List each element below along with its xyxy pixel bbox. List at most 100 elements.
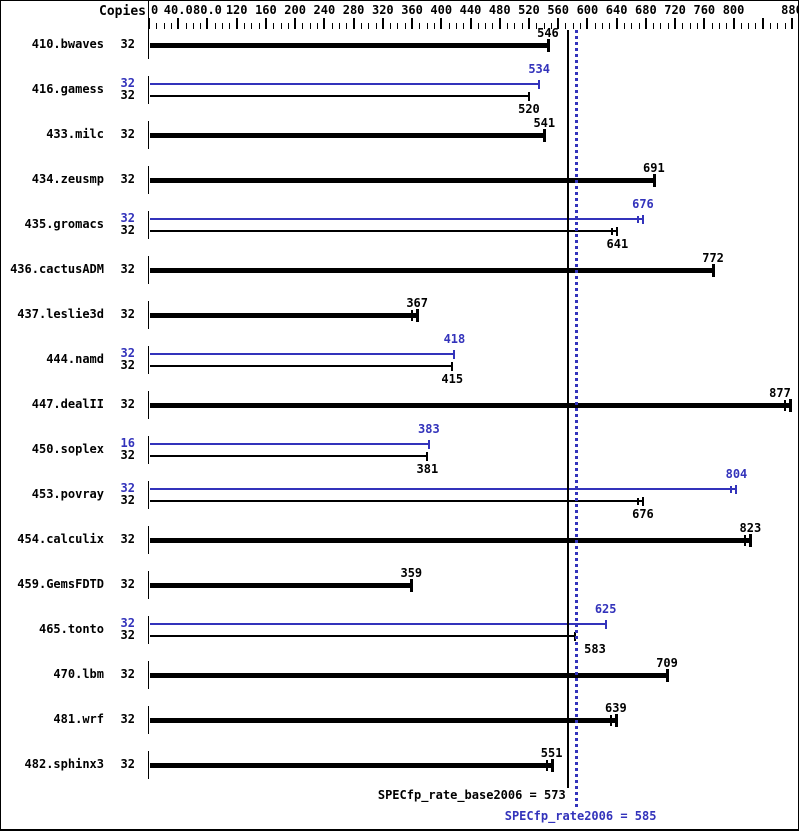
bar-end-tick-secondary [730, 486, 733, 493]
copies-value: 32 [120, 37, 135, 51]
axis-minor-tick [711, 23, 713, 29]
axis-minor-tick [550, 23, 552, 29]
axis-major-tick [294, 18, 297, 29]
axis-tick-label: 640 [605, 3, 628, 17]
axis-minor-tick [660, 23, 662, 29]
benchmark-label: 444.namd [46, 352, 104, 366]
axis-tick-label: 880 [781, 3, 798, 17]
axis-minor-tick [536, 23, 538, 29]
axis-tick-label: 160 [255, 3, 277, 17]
axis-minor-tick [331, 23, 333, 29]
benchmark-label: 482.sphinx3 [24, 757, 104, 771]
bar-end-tick-secondary [744, 535, 747, 546]
bar-end-tick-secondary [636, 216, 639, 223]
axis-minor-tick [302, 23, 304, 29]
axis-minor-tick [368, 23, 370, 29]
bar-end-tick [573, 632, 576, 641]
axis-minor-tick [543, 23, 545, 29]
copies-value: 32 [120, 577, 135, 591]
copies-value: 16 [120, 436, 135, 450]
axis-minor-tick [740, 23, 742, 29]
bar-end-tick [451, 362, 454, 371]
base-score-bar [150, 178, 654, 183]
axis-major-tick [557, 18, 560, 29]
axis-minor-tick [192, 23, 194, 29]
copies-value: 32 [120, 76, 135, 90]
base-score-bar [150, 673, 668, 678]
base-score-bar [150, 403, 790, 408]
axis-minor-tick [477, 23, 479, 29]
bar-end-tick-secondary [783, 400, 786, 411]
bar-end-tick-secondary [636, 498, 639, 505]
base-score-bar [150, 718, 616, 723]
score-value-label: 676 [632, 507, 654, 521]
axis-tick-label: 600 [576, 3, 599, 17]
axis-minor-tick [507, 23, 509, 29]
axis-minor-tick [682, 23, 684, 29]
axis-minor-tick [784, 23, 786, 29]
bar-end-tick [426, 452, 429, 461]
axis-major-tick [527, 18, 530, 29]
axis-minor-tick [770, 23, 772, 29]
axis-major-tick [615, 18, 618, 29]
axis-minor-tick [602, 23, 604, 29]
axis-tick-label: 760 [693, 3, 716, 17]
axis-tick-label: 480 [488, 3, 511, 17]
base-summary-text: SPECfp_rate_base2006 = 573 [377, 788, 566, 802]
axis-minor-tick [594, 23, 596, 29]
bar-end-tick [416, 309, 420, 322]
axis-minor-tick [390, 23, 392, 29]
base-score-bar [150, 313, 418, 318]
copies-value: 32 [120, 397, 135, 411]
benchmark-label: 453.povray [31, 487, 104, 501]
bar-end-tick [604, 620, 607, 629]
axis-minor-tick [397, 23, 399, 29]
axis-minor-tick [631, 23, 633, 29]
row-axis-segment [148, 481, 149, 509]
bar-end-tick [546, 39, 550, 52]
axis-minor-tick [200, 23, 202, 29]
axis-major-tick [264, 18, 267, 29]
axis-tick-label: 520 [518, 3, 540, 17]
benchmark-label: 436.cactusADM [10, 262, 104, 276]
axis-tick-label: 80.0 [193, 3, 222, 17]
benchmark-label: 481.wrf [53, 712, 104, 726]
axis-minor-tick [653, 23, 655, 29]
row-axis-segment [148, 301, 149, 329]
axis-minor-tick [309, 23, 311, 29]
axis-tick-label: 560 [547, 3, 570, 17]
benchmark-label: 435.gromacs [24, 217, 104, 231]
benchmark-label: 410.bwaves [31, 37, 104, 51]
axis-minor-tick [338, 23, 340, 29]
score-value-label: 691 [643, 161, 665, 175]
row-axis-segment [148, 436, 149, 464]
axis-minor-tick [156, 23, 158, 29]
benchmark-label: 454.calculix [17, 532, 104, 546]
axis-minor-tick [755, 23, 757, 29]
score-value-label: 520 [518, 102, 540, 116]
benchmark-label: 416.gamess [31, 82, 104, 96]
score-value-label: 709 [656, 656, 678, 670]
axis-minor-tick [360, 23, 362, 29]
axis-minor-tick [404, 23, 406, 29]
axis-minor-tick [280, 23, 282, 29]
row-axis-segment [148, 211, 149, 239]
axis-major-tick [235, 18, 238, 29]
axis-major-tick [177, 18, 180, 29]
score-value-label: 359 [400, 566, 423, 580]
axis-major-tick [440, 18, 443, 29]
axis-tick-label: 440 [459, 3, 482, 17]
bar-end-tick [543, 129, 547, 142]
axis-minor-tick [419, 23, 421, 29]
benchmark-label: 437.leslie3d [17, 307, 104, 321]
score-value-label: 415 [441, 372, 464, 386]
bar-end-tick [788, 399, 792, 412]
axis-minor-tick [514, 23, 516, 29]
score-value-label: 546 [537, 26, 559, 40]
copies-value: 32 [120, 757, 135, 771]
axis-minor-tick [433, 23, 435, 29]
peak-summary-text: SPECfp_rate2006 = 585 [504, 809, 657, 823]
axis-minor-tick [170, 23, 172, 29]
bar-end-tick [616, 227, 619, 236]
score-value-label: 367 [406, 296, 428, 310]
